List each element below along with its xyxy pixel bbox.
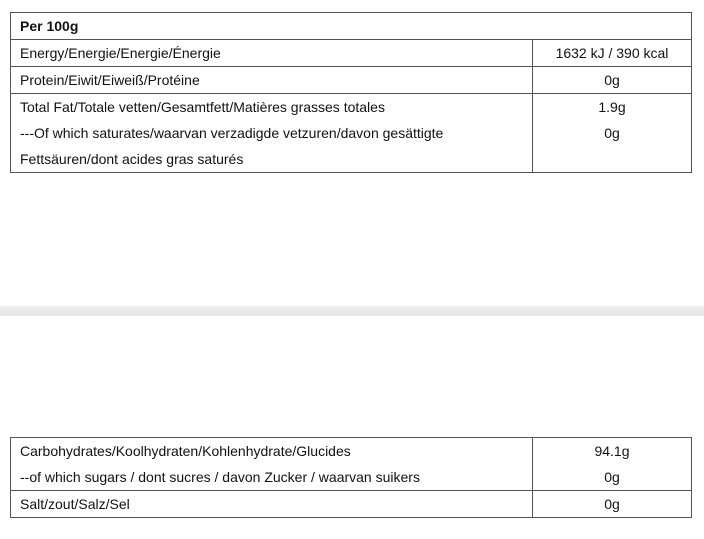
table-row-salt: Salt/zout/Salz/Sel 0g — [10, 490, 692, 518]
nutrition-table-bottom: Carbohydrates/Koolhydraten/Kohlenhydrate… — [10, 437, 692, 518]
divider-band — [0, 306, 704, 316]
table-row-fat: Total Fat/Totale vetten/Gesamtfett/Matiè… — [10, 93, 692, 173]
row-value: 1632 kJ / 390 kcal — [532, 39, 692, 67]
row-value: 1.9g 0g — [532, 93, 692, 173]
row-value: 94.1g 0g — [532, 437, 692, 491]
row-label: Protein/Eiwit/Eiweiß/Protéine — [10, 66, 533, 94]
table-row-carbohydrates: Carbohydrates/Koolhydraten/Kohlenhydrate… — [10, 437, 692, 491]
row-label: Total Fat/Totale vetten/Gesamtfett/Matiè… — [10, 93, 533, 173]
row-label: Carbohydrates/Koolhydraten/Kohlenhydrate… — [10, 437, 533, 491]
nutrition-table-top: Per 100g Energy/Energie/Energie/Énergie … — [10, 12, 692, 173]
table-row-energy: Energy/Energie/Energie/Énergie 1632 kJ /… — [10, 39, 692, 67]
row-label: Energy/Energie/Energie/Énergie — [10, 39, 533, 67]
table-row-protein: Protein/Eiwit/Eiweiß/Protéine 0g — [10, 66, 692, 94]
table-header-row: Per 100g — [10, 12, 692, 40]
row-value: 0g — [532, 490, 692, 518]
row-label: Salt/zout/Salz/Sel — [10, 490, 533, 518]
row-value: 0g — [532, 66, 692, 94]
per-100g-header: Per 100g — [10, 12, 692, 40]
